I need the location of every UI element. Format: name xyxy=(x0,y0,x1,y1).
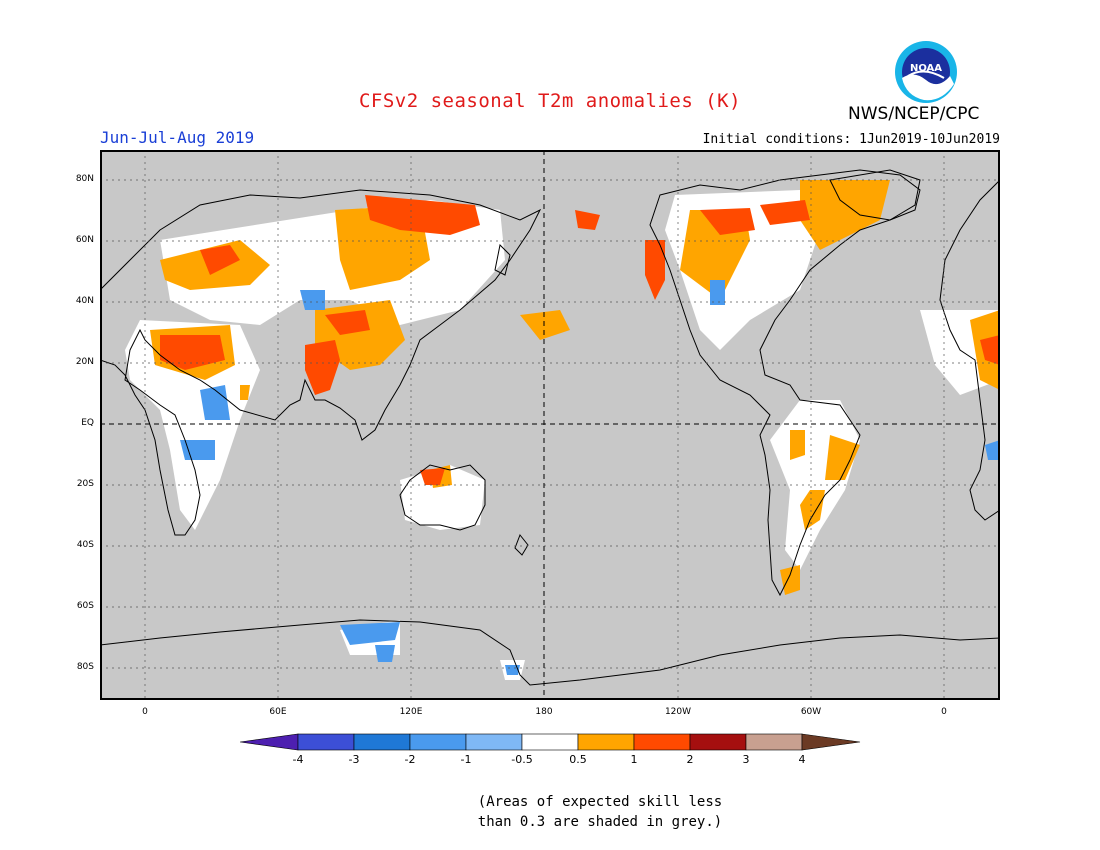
lat-label: 40S xyxy=(76,540,94,550)
lat-label: 60N xyxy=(75,235,94,245)
scale-tick-label: 1 xyxy=(630,753,638,766)
scale-tick-label: 4 xyxy=(798,753,806,766)
scale-tick-label: -2 xyxy=(404,753,416,766)
lon-label: 180 xyxy=(535,707,553,717)
scale-swatch xyxy=(409,733,467,751)
scale-tick-label: -3 xyxy=(348,753,360,766)
noaa-logo-text: NOAA xyxy=(910,63,942,74)
scale-swatch xyxy=(353,733,411,751)
initial-conditions-label: Initial conditions: 1Jun2019-10Jun2019 xyxy=(702,132,1000,147)
scale-swatch xyxy=(297,733,355,751)
skill-note: (Areas of expected skill less than 0.3 a… xyxy=(470,792,730,832)
scale-tick-label: -4 xyxy=(292,753,304,766)
scale-swatch xyxy=(689,733,747,751)
scale-tick-label: -1 xyxy=(460,753,472,766)
lon-label: 0 xyxy=(142,707,148,717)
skill-note-line2: than 0.3 are shaded in grey.) xyxy=(477,814,723,830)
organization-label: NWS/NCEP/CPC xyxy=(848,104,980,124)
anomaly-shading xyxy=(125,180,1000,680)
noaa-logo: NOAA xyxy=(895,41,957,103)
map-frame xyxy=(100,150,1000,700)
lon-label: 60E xyxy=(269,707,287,717)
scale-tick-label: 3 xyxy=(742,753,750,766)
lat-label: 60S xyxy=(76,601,94,611)
lon-label: 60W xyxy=(800,707,822,717)
lat-label: 20N xyxy=(75,357,94,367)
lon-label: 120W xyxy=(664,707,692,717)
scale-swatch xyxy=(633,733,691,751)
scale-swatch xyxy=(745,733,803,751)
lat-label: 80N xyxy=(75,174,94,184)
lat-label: 40N xyxy=(75,296,94,306)
anomaly-map xyxy=(100,150,1000,700)
scale-swatch-min xyxy=(240,733,299,751)
scale-swatch xyxy=(521,733,579,751)
color-scale-bar xyxy=(240,733,861,751)
scale-swatch xyxy=(465,733,523,751)
scale-swatch xyxy=(577,733,635,751)
lon-label: 120E xyxy=(399,707,423,717)
coastlines xyxy=(100,169,1000,686)
scale-tick-label: 2 xyxy=(686,753,694,766)
lon-label: 0 xyxy=(941,707,947,717)
scale-tick-label: -0.5 xyxy=(511,753,533,766)
map-title: CFSv2 seasonal T2m anomalies (K) xyxy=(358,90,742,112)
lat-label: EQ xyxy=(81,418,94,428)
scale-swatch-max xyxy=(801,733,861,751)
lat-label: 80S xyxy=(76,662,94,672)
skill-note-line1: (Areas of expected skill less xyxy=(477,794,723,810)
lat-label: 20S xyxy=(76,479,94,489)
graticule xyxy=(100,150,1000,700)
season-label: Jun-Jul-Aug 2019 xyxy=(100,128,255,147)
scale-tick-label: 0.5 xyxy=(569,753,587,766)
